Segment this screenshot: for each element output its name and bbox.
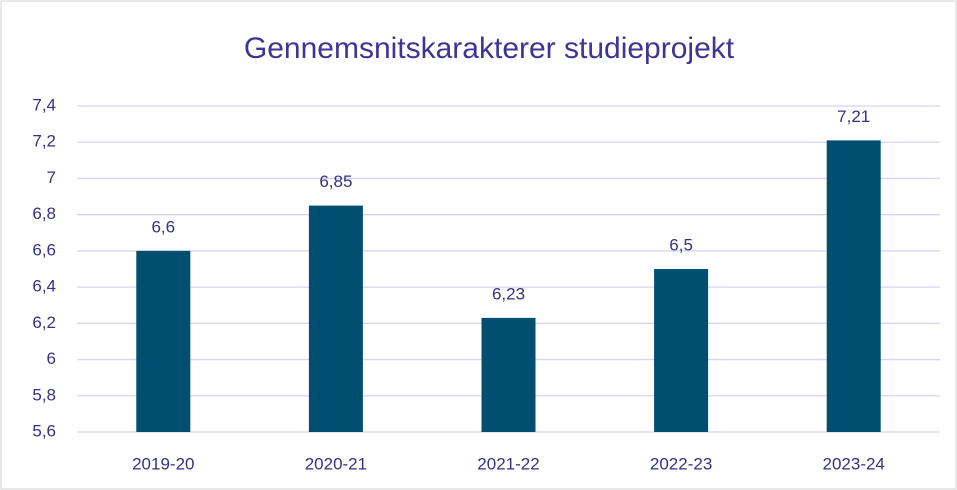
value-label: 6,6 (151, 217, 175, 236)
y-tick-label: 6,8 (32, 204, 56, 223)
x-tick-label: 2021-22 (477, 454, 539, 473)
y-tick-label: 7 (47, 168, 56, 187)
x-tick-label: 2022-23 (650, 454, 712, 473)
value-label: 6,23 (492, 284, 525, 303)
y-tick-label: 6,6 (32, 240, 56, 259)
y-tick-label: 6 (47, 349, 56, 368)
x-tick-label: 2019-20 (132, 454, 194, 473)
y-tick-label: 7,2 (32, 132, 56, 151)
y-tick-label: 6,4 (32, 277, 56, 296)
chart-title: Gennemsnitskarakterer studieprojekt (244, 32, 735, 65)
bar (481, 317, 536, 432)
bar (308, 205, 363, 432)
y-tick-label: 6,2 (32, 313, 56, 332)
x-tick-label: 2023-24 (823, 454, 885, 473)
value-label: 7,21 (837, 107, 870, 126)
value-label: 6,5 (669, 235, 693, 254)
bar (136, 250, 191, 432)
y-tick-label: 5,6 (32, 421, 56, 440)
y-tick-label: 7,4 (32, 95, 56, 114)
value-label: 6,85 (319, 172, 352, 191)
y-tick-label: 5,8 (32, 385, 56, 404)
x-tick-label: 2020-21 (305, 454, 367, 473)
bar (826, 140, 881, 432)
bar (654, 269, 709, 432)
